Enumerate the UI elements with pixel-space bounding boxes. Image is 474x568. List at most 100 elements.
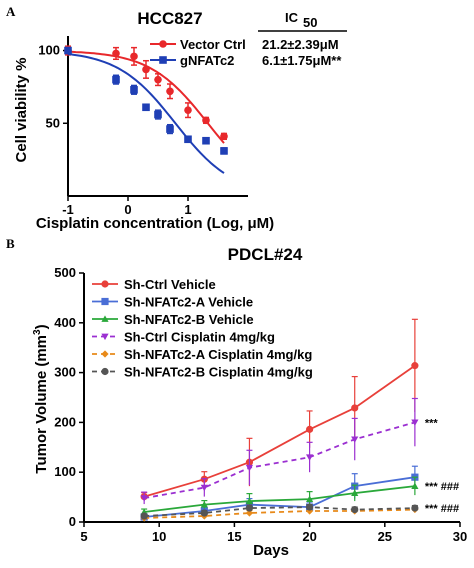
panel-a-point xyxy=(154,110,162,119)
panel-b-x-tick-label: 25 xyxy=(378,529,392,544)
panel-b-legend-label: Sh-NFATc2-B Cisplatin 4mg/kg xyxy=(124,365,313,380)
panel-b-x-tick-label: 30 xyxy=(453,529,467,544)
ic50-header-subscript: 50 xyxy=(303,15,317,30)
panel-a-fit-curve xyxy=(67,53,225,174)
panel-a-legend: Vector Ctrl 21.2±2.39μM gNFATc2 6.1±1.75μM*… xyxy=(150,37,342,68)
panel-b-point xyxy=(200,509,208,517)
panel-b-legend-marker xyxy=(101,280,109,288)
panel-b-series-line xyxy=(143,364,416,498)
panel-b-axes: 0 100 200 300 400 500 5 10 15 20 25 30 xyxy=(54,265,467,544)
panel-b-y-tick-label: 100 xyxy=(54,464,76,479)
panel-b-series-line xyxy=(144,476,416,518)
panel-b-legend-label: Sh-Ctrl Vehicle xyxy=(124,277,216,292)
panel-b-legend-marker xyxy=(101,315,109,322)
panel-b-plot xyxy=(140,318,419,522)
panel-a-point xyxy=(220,147,228,155)
panel-b-point xyxy=(245,497,254,504)
panel-a-ic50-value: 6.1±1.75μM** xyxy=(262,53,342,68)
ic50-header: IC 50 xyxy=(258,10,347,32)
panel-b-point xyxy=(245,464,254,472)
panel-b-y-tick-label: 300 xyxy=(54,365,76,380)
panel-b-letter: B xyxy=(6,236,15,251)
panel-a-legend-marker xyxy=(159,56,167,64)
panel-a-point xyxy=(202,136,210,145)
panel-a-legend-label: gNFATc2 xyxy=(180,53,234,68)
panel-b-ylabel-superscript: 3 xyxy=(32,329,43,335)
panel-a-point xyxy=(154,75,162,84)
panel-b-legend-label: Sh-NFATc2-B Vehicle xyxy=(124,312,254,327)
panel-a-point xyxy=(112,49,120,58)
panel-b-x-tick-label: 5 xyxy=(80,529,87,544)
panel-b-ylabel-end: ) xyxy=(33,324,50,329)
ic50-header-label: IC xyxy=(285,10,299,25)
panel-b-y-tick-label: 0 xyxy=(69,514,76,529)
panel-a-legend-marker xyxy=(159,40,167,48)
panel-a-legend-label: Vector Ctrl xyxy=(180,37,246,52)
panel-b-xlabel: Days xyxy=(253,542,289,559)
panel-b-point xyxy=(200,484,208,492)
panel-b-legend: Sh-Ctrl Vehicle Sh-NFATc2-A Vehicle Sh-NFA… xyxy=(92,277,313,380)
panel-a-y-tick-label: 100 xyxy=(38,43,60,58)
panel-b-series-line xyxy=(144,421,416,499)
panel-b-title: PDCL#24 xyxy=(228,245,303,264)
panel-a-ylabel: Cell viability % xyxy=(13,57,30,162)
panel-a-point xyxy=(220,132,228,141)
panel-b-x-tick-label: 20 xyxy=(302,529,316,544)
panel-b-point xyxy=(245,504,254,512)
panel-a-point xyxy=(142,65,150,74)
panel-b-point xyxy=(351,436,359,443)
panel-a-point xyxy=(142,103,150,112)
panel-b-significance-annotation: *** ### xyxy=(425,503,459,515)
panel-b-significance-annotation: *** ### xyxy=(425,481,459,493)
panel-a-point xyxy=(166,125,174,133)
panel-a-point xyxy=(130,52,138,61)
panel-a-y-tick-label: 50 xyxy=(46,115,60,130)
panel-b-ylabel-main: Tumor Volume (mm xyxy=(33,335,50,474)
panel-a-point xyxy=(166,87,174,96)
panel-b-point xyxy=(306,425,314,433)
panel-a-point xyxy=(202,116,210,125)
panel-b-x-tick-label: 15 xyxy=(227,529,241,544)
panel-b-series-line xyxy=(144,508,415,519)
panel-b-y-tick-label: 400 xyxy=(54,315,76,330)
panel-b-point xyxy=(306,495,314,502)
panel-a-plot xyxy=(64,45,228,174)
panel-b-ylabel: Tumor Volume (mm3) xyxy=(32,324,50,473)
panel-a-axes: 50 100 -1 0 1 xyxy=(38,36,248,217)
panel-a-title: HCC827 xyxy=(137,9,202,28)
panel-b-point xyxy=(411,419,419,426)
panel-a-x-tick-label: 1 xyxy=(184,202,191,217)
panel-a-x-tick-label: -1 xyxy=(62,202,74,217)
panel-b-point xyxy=(200,500,208,508)
panel-b-significance-annotation: *** xyxy=(425,417,439,429)
panel-a-point xyxy=(184,106,192,114)
panel-b-legend-marker xyxy=(101,297,109,306)
panel-b-y-tick-label: 500 xyxy=(54,265,76,280)
panel-b-point xyxy=(140,512,148,520)
panel-b-point xyxy=(411,504,419,512)
panel-a-letter: A xyxy=(6,4,16,19)
panel-b-legend-label: Sh-NFATc2-A Vehicle xyxy=(124,295,253,310)
panel-b-point xyxy=(351,505,359,514)
panel-b-annotations: *** *** ### *** ### xyxy=(425,417,459,515)
panel-b-point xyxy=(245,509,254,517)
panel-a-point xyxy=(184,135,192,144)
panel-b-point xyxy=(351,404,359,412)
panel-b-legend-marker xyxy=(101,350,109,358)
panel-b-x-tick-label: 10 xyxy=(152,529,166,544)
panel-b-series-line xyxy=(144,506,415,517)
panel-b-point xyxy=(306,507,314,515)
panel-b-y-tick-label: 200 xyxy=(54,414,76,429)
panel-a-xlabel: Cisplatin concentration (Log, μM) xyxy=(36,215,274,232)
panel-a-x-tick-label: 0 xyxy=(124,202,131,217)
panel-b-point xyxy=(411,482,419,490)
panel-b-legend-label: Sh-NFATc2-A Cisplatin 4mg/kg xyxy=(124,347,312,362)
panel-b-legend-marker xyxy=(101,367,109,376)
panel-a-point xyxy=(112,75,120,84)
panel-a-point xyxy=(130,86,138,94)
panel-a-point xyxy=(64,46,72,55)
panel-b-point xyxy=(140,495,148,502)
panel-b-point xyxy=(306,454,314,461)
panel-b-point xyxy=(351,489,359,496)
